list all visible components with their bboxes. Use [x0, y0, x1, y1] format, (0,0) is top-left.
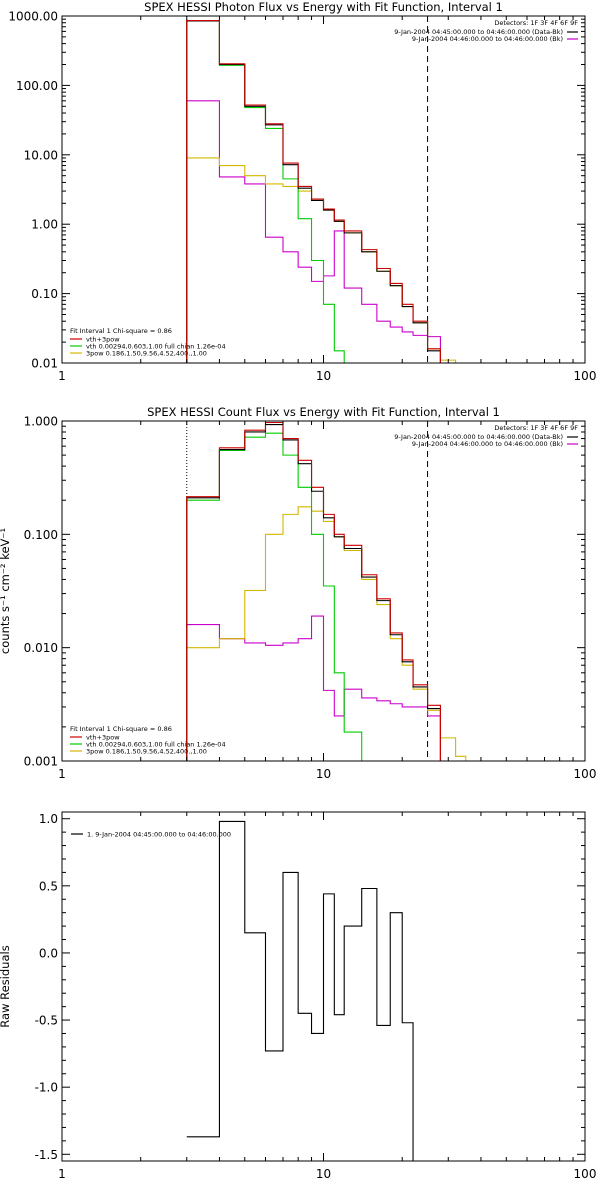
- series-vth+3pow: [186, 19, 441, 363]
- y-tick-label: 1.0: [39, 812, 58, 826]
- detectors-label: Detectors: 1F 3F 4F 6F 9F: [494, 424, 578, 432]
- y-tick-label: 100.00: [16, 79, 58, 93]
- fit-entry-label: vth+3pow: [86, 336, 120, 344]
- x-tick-label: 1: [58, 1167, 66, 1181]
- chart-title: SPEX HESSI Count Flux vs Energy with Fit…: [147, 405, 500, 419]
- plot-frame: [61, 420, 586, 762]
- x-tick-label: 10: [316, 767, 331, 781]
- y-tick-label: 0.10: [31, 287, 58, 301]
- header-line: 9-Jan-2004 04:45:00.000 to 04:46:00.000 …: [394, 433, 563, 441]
- fit-entry-label: vth 0.00294,0.603,1.00 full chian 1.26e-…: [86, 741, 226, 749]
- y-tick-label: 0.100: [24, 528, 58, 542]
- x-tick-label: 100: [574, 369, 597, 383]
- x-tick-label: 10: [316, 369, 331, 383]
- legend-label: 1. 9-Jan-2004 04:45:00.000 to 04:46:00.0…: [87, 831, 231, 839]
- fit-info-title: Fit Interval 1 Chi-square = 0.86: [70, 725, 172, 733]
- plot-frame: [61, 15, 586, 364]
- series-residuals: [186, 820, 428, 1161]
- series-bk: [186, 100, 441, 363]
- series-vth: [186, 20, 345, 363]
- x-tick-label: 100: [574, 1167, 597, 1181]
- y-tick-label: -1.5: [35, 1148, 58, 1162]
- y-axis-label: Raw Residuals: [0, 945, 12, 1027]
- fit-info-title: Fit Interval 1 Chi-square = 0.86: [70, 327, 172, 335]
- fit-entry-label: 3pow 0.186,1.50,9.56,4.52,400.,1.00: [86, 350, 207, 358]
- series-data-bk: [186, 20, 441, 363]
- y-tick-label: -1.0: [35, 1081, 58, 1095]
- y-tick-label: 0.010: [24, 641, 58, 655]
- y-tick-label: 10.00: [24, 148, 58, 162]
- y-tick-label: -0.5: [35, 1014, 58, 1028]
- series-vth: [186, 432, 377, 761]
- series-3pow: [186, 506, 467, 761]
- x-tick-label: 1: [58, 369, 66, 383]
- fit-entry-label: vth 0.00294,0.603,1.00 full chian 1.26e-…: [86, 343, 226, 351]
- x-tick-label: 10: [316, 1167, 331, 1181]
- chart-title: SPEX HESSI Photon Flux vs Energy with Fi…: [144, 0, 503, 14]
- header-line: 9-Jan-2004 04:45:00.000 to 04:46:00.000 …: [394, 28, 563, 36]
- fit-entry-label: vth+3pow: [86, 734, 120, 742]
- header-line: 9-Jan-2004 04:46:00.000 to 04:46:00.000 …: [412, 35, 563, 43]
- series-vth+3pow: [186, 421, 441, 761]
- fit-entry-label: 3pow 0.186,1.50,9.56,4.52,400.,1.00: [86, 748, 207, 756]
- detectors-label: Detectors: 1F 3F 4F 6F 9F: [494, 19, 578, 27]
- y-tick-label: 1.000: [24, 415, 58, 429]
- y-tick-label: 1000.00: [8, 10, 58, 24]
- y-tick-label: 0.0: [39, 946, 58, 960]
- y-tick-label: 0.001: [24, 755, 58, 769]
- series-bk: [186, 615, 441, 761]
- y-tick-label: 1.00: [31, 218, 58, 232]
- x-tick-label: 1: [58, 767, 66, 781]
- x-tick-label: 100: [574, 767, 597, 781]
- y-axis-label: counts s⁻¹ cm⁻² keV⁻¹: [0, 528, 12, 654]
- series-data-bk: [186, 424, 441, 761]
- y-tick-label: 0.01: [31, 357, 58, 371]
- y-tick-label: 0.5: [39, 879, 58, 893]
- header-line: 9-Jan-2004 04:46:00.000 to 04:46:00.000 …: [412, 440, 563, 448]
